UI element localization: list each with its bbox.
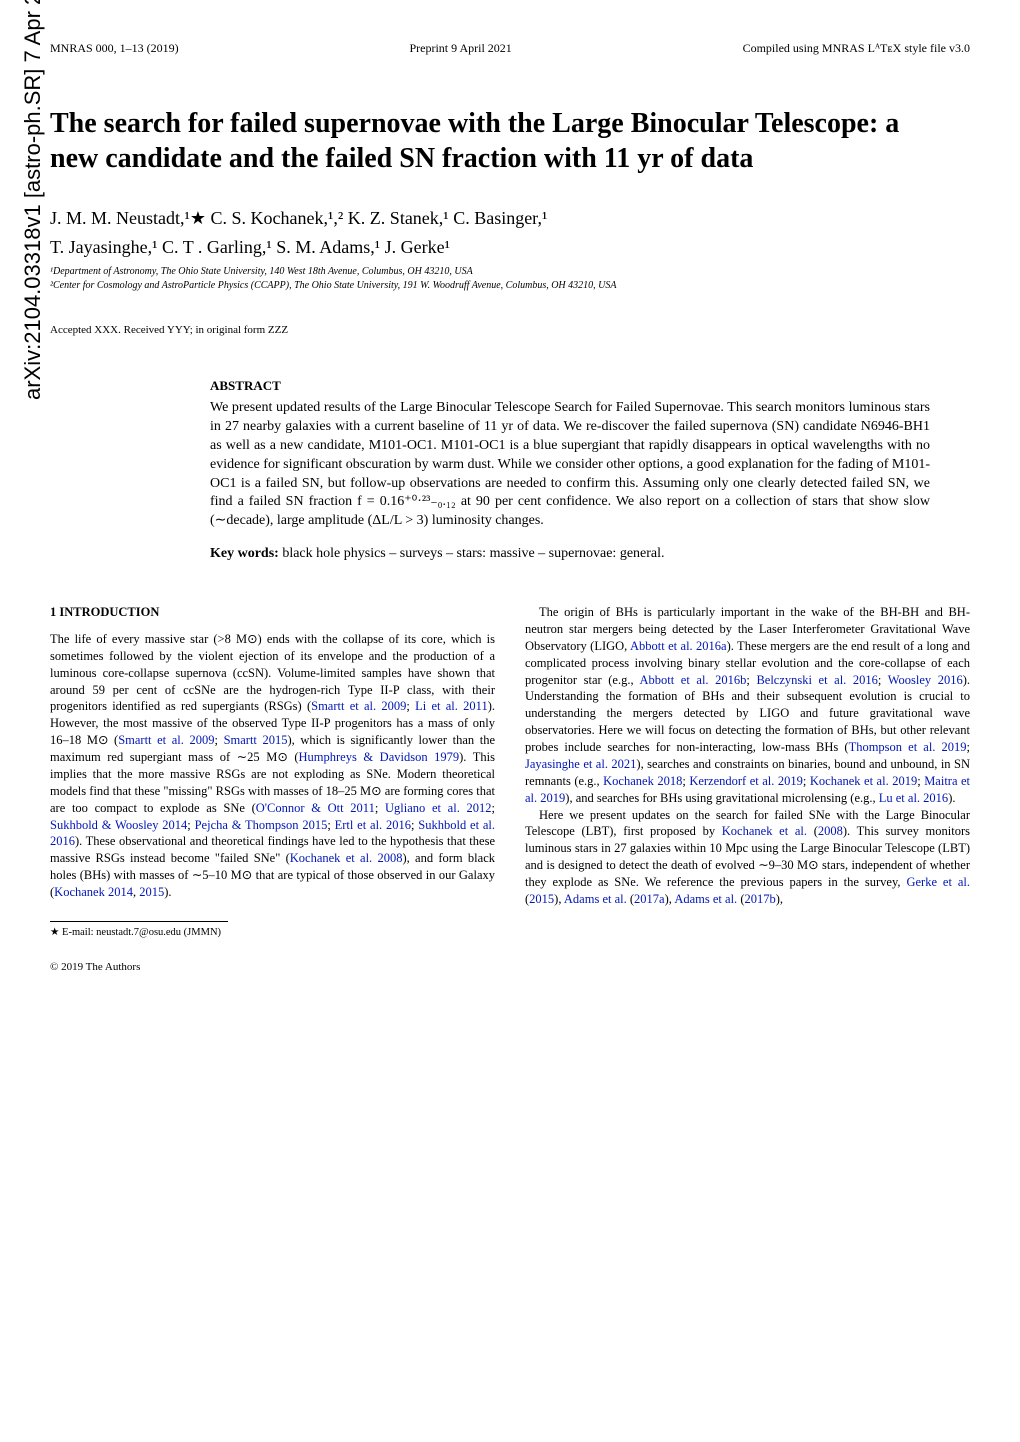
right-column: The origin of BHs is particularly import… [525,604,970,975]
ref-year-2017a[interactable]: 2017a [634,892,665,906]
header-right: Compiled using MNRAS LᴬTᴇX style file v3… [743,40,970,56]
body-columns: 1 INTRODUCTION The life of every massive… [50,604,970,975]
ref-kochanek-2008[interactable]: Kochanek et al. 2008 [290,851,403,865]
ref-kochanek-2014[interactable]: Kochanek 2014 [54,885,133,899]
intro-paragraph-2: The origin of BHs is particularly import… [525,604,970,807]
ref-kochanek-2015[interactable]: 2015 [139,885,164,899]
ref-ugliano[interactable]: Ugliano et al. 2012 [385,801,492,815]
copyright: © 2019 The Authors [50,960,495,975]
authors-line-2: T. Jayasinghe,¹ C. T . Garling,¹ S. M. A… [50,235,970,260]
affiliation-2: ²Center for Cosmology and AstroParticle … [50,279,970,293]
ref-belczynski[interactable]: Belczynski et al. 2016 [756,673,877,687]
ref-kochanek-2019[interactable]: Kochanek et al. 2019 [810,774,917,788]
keywords: Key words: black hole physics – surveys … [210,545,930,564]
ref-abbott-2016a[interactable]: Abbott et al. 2016a [630,639,727,653]
abstract-text: We present updated results of the Large … [210,399,930,531]
paper-title: The search for failed supernovae with th… [50,106,930,176]
ref-kochanek-2018[interactable]: Kochanek 2018 [603,774,682,788]
left-column: 1 INTRODUCTION The life of every massive… [50,604,495,975]
ref-gerke[interactable]: Gerke et al. [906,875,970,889]
ref-thompson[interactable]: Thompson et al. 2019 [849,740,967,754]
ref-year-2008[interactable]: 2008 [818,824,843,838]
ref-smartt-2015[interactable]: Smartt 2015 [224,733,288,747]
ref-smartt-2009[interactable]: Smartt et al. 2009 [311,699,406,713]
abstract-heading: ABSTRACT [210,377,930,395]
section-1-heading: 1 INTRODUCTION [50,604,495,621]
abstract-section: ABSTRACT We present updated results of t… [210,377,930,564]
ref-adams-2017a[interactable]: Adams et al. [564,892,627,906]
ref-humphreys[interactable]: Humphreys & Davidson 1979 [299,750,460,764]
ref-abbott-2016b[interactable]: Abbott et al. 2016b [640,673,747,687]
ref-kochanek-2008b[interactable]: Kochanek et al. [722,824,807,838]
ref-adams-2017b[interactable]: Adams et al. [674,892,737,906]
ref-woosley[interactable]: Woosley 2016 [888,673,963,687]
ref-jayasinghe[interactable]: Jayasinghe et al. 2021 [525,757,636,771]
affiliations: ¹Department of Astronomy, The Ohio State… [50,265,970,293]
authors-line-1: J. M. M. Neustadt,¹★ C. S. Kochanek,¹,² … [50,206,970,231]
intro-paragraph-1: The life of every massive star (>8 M⊙) e… [50,631,495,901]
accepted-line: Accepted XXX. Received YYY; in original … [50,323,970,338]
ref-pejcha[interactable]: Pejcha & Thompson 2015 [195,818,328,832]
intro-paragraph-3: Here we present updates on the search fo… [525,807,970,908]
ref-lu[interactable]: Lu et al. 2016 [879,791,948,805]
ref-oconnor[interactable]: O'Connor & Ott 2011 [256,801,375,815]
footnote: ★ E-mail: neustadt.7@osu.edu (JMMN) [50,921,228,940]
ref-smartt-2009b[interactable]: Smartt et al. 2009 [118,733,214,747]
ref-year-2015[interactable]: 2015 [529,892,554,906]
header-row: MNRAS 000, 1–13 (2019) Preprint 9 April … [50,40,970,56]
arxiv-identifier: arXiv:2104.03318v1 [astro-ph.SR] 7 Apr 2… [18,0,48,400]
keywords-label: Key words: [210,546,279,561]
header-center: Preprint 9 April 2021 [409,40,511,56]
ref-kerzendorf[interactable]: Kerzendorf et al. 2019 [689,774,803,788]
ref-year-2017b[interactable]: 2017b [744,892,775,906]
ref-li-2011[interactable]: Li et al. 2011 [415,699,488,713]
keywords-text: black hole physics – surveys – stars: ma… [279,546,665,561]
affiliation-1: ¹Department of Astronomy, The Ohio State… [50,265,970,279]
header-left: MNRAS 000, 1–13 (2019) [50,40,179,56]
ref-sukhbold-2014[interactable]: Sukhbold & Woosley 2014 [50,818,187,832]
ref-ertl[interactable]: Ertl et al. 2016 [335,818,411,832]
